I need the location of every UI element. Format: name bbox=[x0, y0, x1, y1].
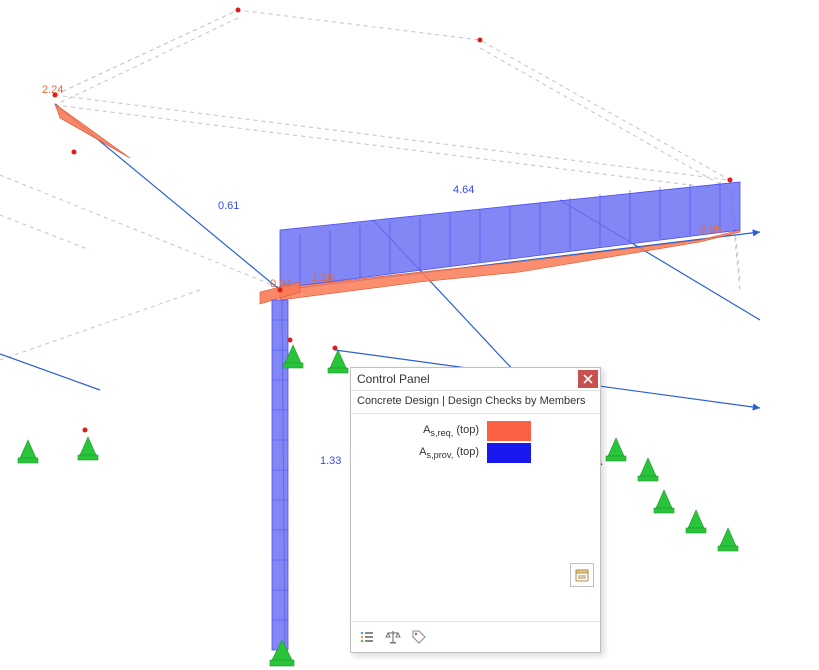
value-label: 1.33 bbox=[320, 455, 341, 467]
footer-tag-button[interactable] bbox=[407, 625, 431, 649]
control-panel-window: Control Panel Concrete Design | Design C… bbox=[350, 367, 601, 653]
value-label: 1.26 bbox=[312, 272, 333, 284]
value-label: 0.04 bbox=[270, 278, 291, 290]
balance-icon bbox=[385, 629, 401, 645]
panel-footer bbox=[351, 621, 600, 652]
legend-label: As,req, (top) bbox=[359, 424, 487, 438]
panel-body: As,req, (top) As,prov, (top) bbox=[351, 414, 600, 621]
close-icon bbox=[583, 374, 593, 384]
panel-close-button[interactable] bbox=[578, 370, 598, 388]
legend-swatch bbox=[487, 421, 531, 441]
panel-title: Control Panel bbox=[357, 372, 576, 386]
footer-balance-button[interactable] bbox=[381, 625, 405, 649]
value-label: 2.24 bbox=[42, 84, 63, 96]
value-label: 0.05 bbox=[700, 224, 721, 236]
tag-icon bbox=[411, 629, 427, 645]
value-label: 0.61 bbox=[218, 200, 239, 212]
notes-icon bbox=[574, 567, 590, 583]
legend-swatch bbox=[487, 443, 531, 463]
panel-titlebar[interactable]: Control Panel bbox=[351, 368, 600, 391]
value-label: 4.64 bbox=[453, 184, 474, 196]
footer-list-button[interactable] bbox=[355, 625, 379, 649]
legend-label: As,prov, (top) bbox=[359, 446, 487, 460]
panel-subtitle: Concrete Design | Design Checks by Membe… bbox=[351, 391, 600, 414]
legend-row: As,req, (top) bbox=[359, 420, 592, 442]
list-icon bbox=[359, 629, 375, 645]
panel-options-button[interactable] bbox=[570, 563, 594, 587]
legend-row: As,prov, (top) bbox=[359, 442, 592, 464]
